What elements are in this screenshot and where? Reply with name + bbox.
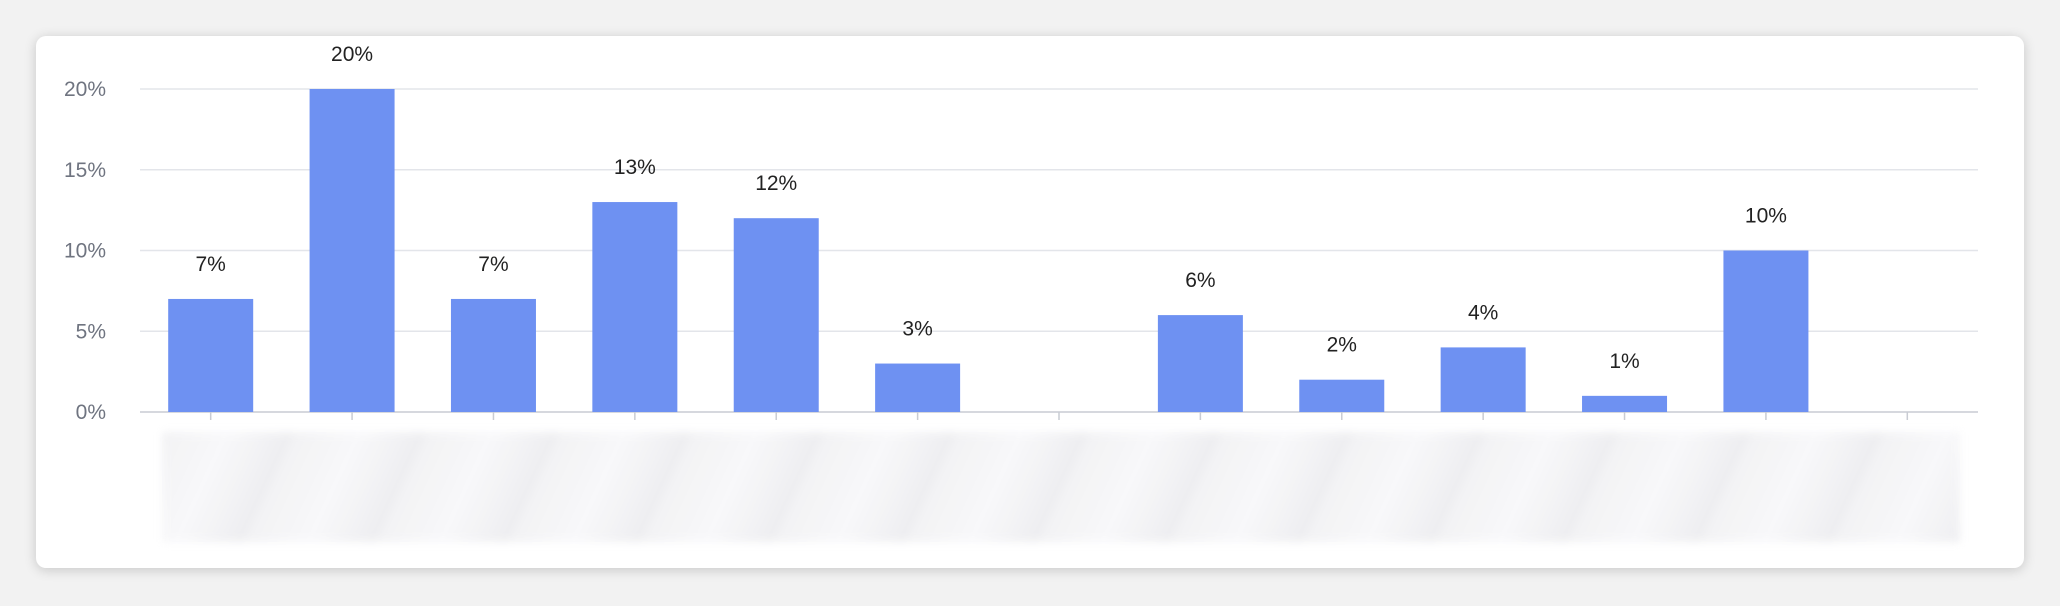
bar <box>1157 315 1243 412</box>
bar <box>733 218 819 412</box>
bar <box>309 89 395 412</box>
y-tick-label: 20% <box>64 78 106 101</box>
bar <box>875 363 961 412</box>
y-tick-label: 15% <box>64 159 106 182</box>
y-tick-label: 10% <box>64 240 106 263</box>
data-label: 7% <box>478 253 508 276</box>
bar <box>1582 395 1668 412</box>
data-label: 3% <box>902 318 932 341</box>
data-label: 2% <box>1327 334 1357 357</box>
bar <box>1440 347 1526 412</box>
bar-data-labels: 7% 20% 7% 13% 12% 3% 6% 2% 4% 1% 10% <box>196 43 1787 373</box>
y-tick-label: 0% <box>76 401 106 424</box>
data-label: 4% <box>1468 301 1498 324</box>
bar <box>1299 379 1385 412</box>
bar <box>592 202 678 412</box>
bars <box>168 89 1809 412</box>
gridlines <box>140 88 1978 332</box>
data-label: 20% <box>331 43 373 66</box>
bar <box>1723 250 1809 412</box>
data-label: 6% <box>1185 269 1215 292</box>
y-axis-tick-labels: 0% 5% 10% 15% 20% <box>64 78 106 424</box>
data-label: 1% <box>1609 350 1639 373</box>
bar <box>168 298 254 412</box>
data-label: 12% <box>755 172 797 195</box>
bar <box>450 298 536 412</box>
data-label: 7% <box>196 253 226 276</box>
data-label: 13% <box>614 156 656 179</box>
obscured-x-axis-labels <box>162 432 1960 542</box>
y-tick-label: 5% <box>76 320 106 343</box>
x-axis-ticks <box>209 412 1909 420</box>
data-label: 10% <box>1745 205 1787 228</box>
